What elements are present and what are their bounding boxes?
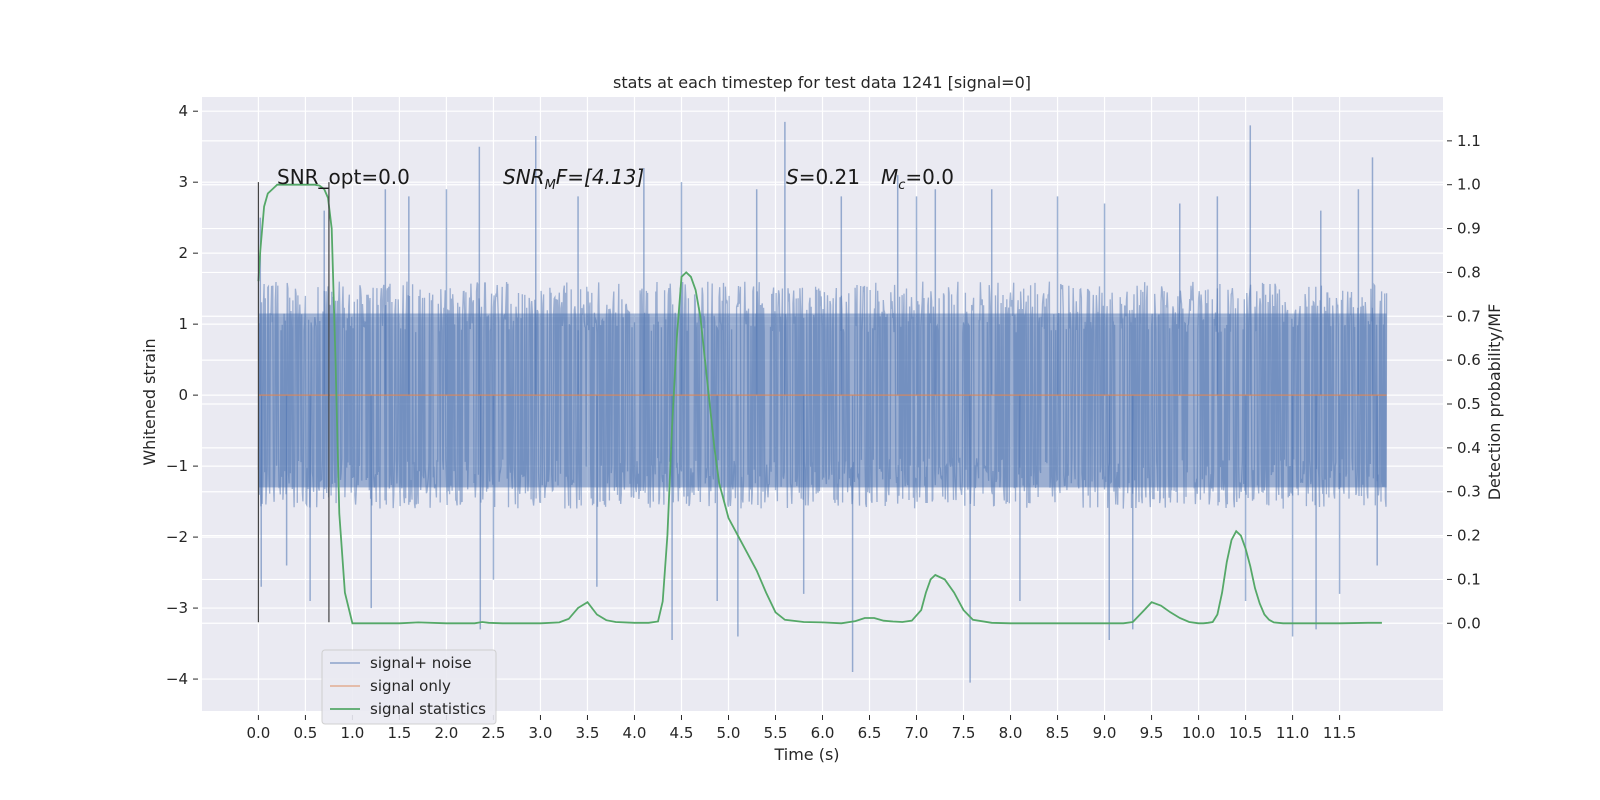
x-axis-ticks: 0.0 0.5 1.0 1.5 2.0 2.5 3.0 3.5 4.0 4.5 5.0 5.5 6.0 6… <box>246 715 1356 742</box>
x-tick-label: 7.0 <box>905 724 929 742</box>
annotation-s-value: =0.21 <box>799 165 860 189</box>
x-tick-label: 9.5 <box>1140 724 1164 742</box>
x-tick-label: 10.5 <box>1229 724 1262 742</box>
annotation-snr-opt: SNR_opt=0.0 <box>277 165 410 189</box>
legend: signal+ noise signal only signal statist… <box>321 649 497 725</box>
y-tick-label: 0 <box>178 386 188 404</box>
y2-tick-label: 0.3 <box>1457 483 1481 501</box>
x-tick-label: 8.5 <box>1046 724 1070 742</box>
y2-tick-label: 0.1 <box>1457 570 1481 588</box>
y2-tick-label: 0.5 <box>1457 395 1481 413</box>
annotation-s: S=0.21 <box>786 165 860 189</box>
x-tick-label: 4.0 <box>623 724 647 742</box>
x-tick-label: 1.5 <box>388 724 412 742</box>
x-tick-label: 9.0 <box>1093 724 1117 742</box>
y2-tick-label: 0.0 <box>1457 614 1481 632</box>
x-tick-label: 0.0 <box>246 724 270 742</box>
annotation-mc-value: =0.0 <box>905 165 954 189</box>
y2-tick-label: 0.9 <box>1457 220 1481 238</box>
y-tick-label: 4 <box>178 102 188 120</box>
y-tick-label: −4 <box>166 670 188 688</box>
y2-tick-label: 1.0 <box>1457 176 1481 194</box>
legend-label-signal-statistics: signal statistics <box>370 700 486 718</box>
chart-title: stats at each timestep for test data 124… <box>613 73 1031 92</box>
y-tick-label: −2 <box>166 528 188 546</box>
x-tick-label: 0.5 <box>293 724 317 742</box>
y2-tick-label: 0.2 <box>1457 527 1481 545</box>
x-tick-label: 11.0 <box>1276 724 1309 742</box>
series-signal-statistics-line <box>257 183 1382 625</box>
y2-tick-label: 0.8 <box>1457 263 1481 281</box>
y2-tick-label: 0.6 <box>1457 351 1481 369</box>
y-tick-label: 1 <box>178 315 188 333</box>
x-tick-label: 6.5 <box>858 724 882 742</box>
y-tick-label: 2 <box>178 244 188 262</box>
x-tick-label: 5.0 <box>717 724 741 742</box>
x-tick-label: 6.0 <box>811 724 835 742</box>
annotation-snr-mf: SNRMF=[4.13] <box>503 165 644 193</box>
x-tick-label: 2.0 <box>435 724 459 742</box>
y-tick-label: 3 <box>178 173 188 191</box>
marker-lines <box>257 182 330 623</box>
x-tick-label: 7.5 <box>952 724 976 742</box>
annotation-mc-prefix: M <box>881 165 898 189</box>
x-tick-label: 8.0 <box>999 724 1023 742</box>
y-tick-label: −3 <box>166 599 188 617</box>
y-axis-ticks: 4 3 2 1 0 −1 −2 −3 −4 <box>166 102 198 688</box>
annotation-s-prefix: S <box>786 165 799 189</box>
x-axis-label: Time (s) <box>773 745 839 764</box>
annotation-mc: Mc=0.0 <box>881 165 954 193</box>
y2-tick-label: 0.7 <box>1457 307 1481 325</box>
x-tick-label: 10.0 <box>1182 724 1215 742</box>
x-tick-label: 3.0 <box>529 724 553 742</box>
series-layer <box>257 121 1388 683</box>
y-tick-label: −1 <box>166 457 188 475</box>
legend-label-signal-noise: signal+ noise <box>370 654 472 672</box>
y2-tick-label: 1.1 <box>1457 132 1481 150</box>
annotation-snr-mf-sub: M <box>545 178 556 193</box>
y-axis-label: Whitened strain <box>140 338 159 465</box>
legend-box <box>321 649 497 725</box>
x-tick-label: 1.0 <box>340 724 364 742</box>
y2-axis-label: Detection probability/MF <box>1485 304 1504 501</box>
y2-tick-label: 0.4 <box>1457 439 1481 457</box>
legend-label-signal-only: signal only <box>370 677 451 695</box>
x-tick-label: 5.5 <box>764 724 788 742</box>
x-tick-label: 11.5 <box>1323 724 1356 742</box>
x-tick-label: 3.5 <box>576 724 600 742</box>
annotation-mc-sub: c <box>898 178 905 193</box>
y2-axis-ticks: 1.1 1.0 0.9 0.8 0.7 0.6 0.5 0.4 0.3 0.2 0.1 0.0 <box>1447 132 1481 632</box>
x-tick-label: 4.5 <box>670 724 694 742</box>
x-tick-label: 2.5 <box>482 724 506 742</box>
annotation-snr-mf-prefix: SNR <box>503 165 545 189</box>
annotation-snr-mf-suffix: F=[4.13] <box>556 165 644 189</box>
